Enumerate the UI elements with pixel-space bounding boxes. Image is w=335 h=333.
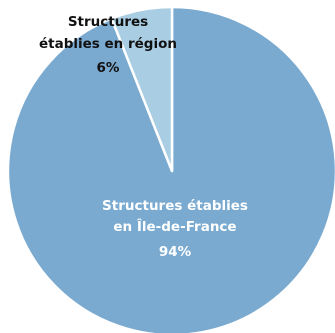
- slice-1-label-line-0: Structures: [68, 14, 148, 30]
- slice-1-label-line-1: établies en région: [39, 36, 177, 52]
- slice-0-value-label: 94%: [159, 244, 192, 260]
- slice-0-label-line-0: Structures établies: [102, 198, 248, 214]
- slice-0-label-line-1: en Île-de-France: [113, 218, 236, 235]
- slice-1-value-label: 6%: [97, 60, 120, 76]
- pie-slice-1: [110, 5, 174, 173]
